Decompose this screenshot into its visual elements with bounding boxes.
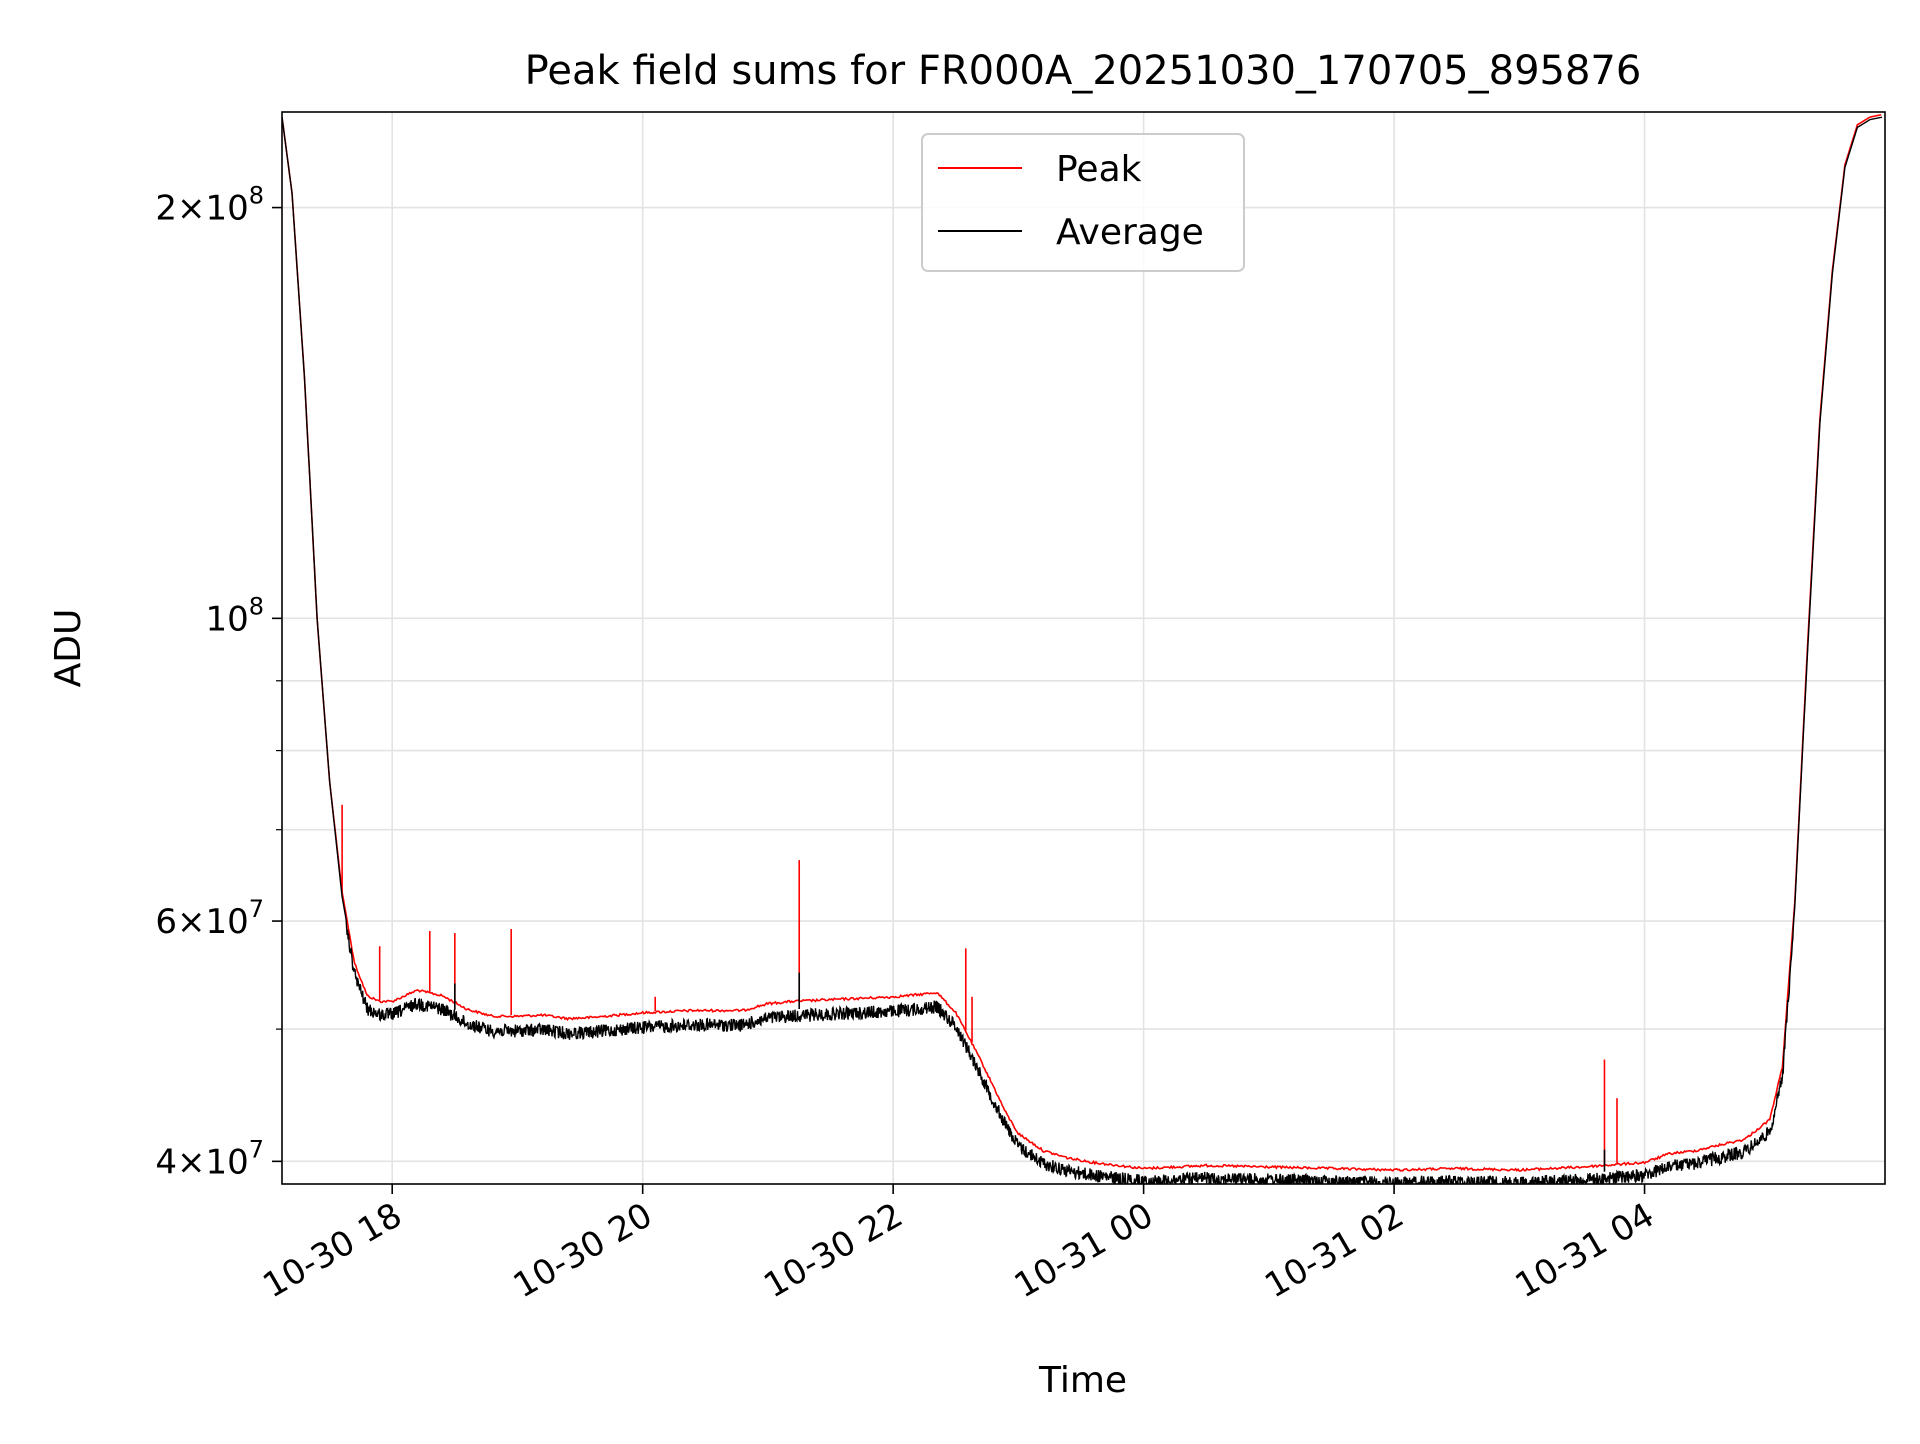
legend-peak-label: Peak [1056, 149, 1142, 190]
y-tick-label: 4×107 [155, 1135, 264, 1182]
y-axis-label: ADU [48, 609, 89, 688]
y-tick-label: 108 [205, 592, 264, 639]
plot-frame [281, 111, 1886, 1185]
chart-title: Peak field sums for FR000A_20251030_1707… [525, 48, 1642, 94]
peak-series-line [282, 114, 1882, 1172]
y-tick-label: 6×107 [155, 895, 264, 942]
y-tick-label: 2×108 [155, 182, 264, 229]
legend: Peak Average [921, 133, 1245, 272]
series-layer [282, 114, 1883, 1184]
x-axis-label: Time [1038, 1360, 1127, 1401]
average-series-line [282, 116, 1883, 1184]
legend-average-label: Average [1056, 212, 1204, 253]
